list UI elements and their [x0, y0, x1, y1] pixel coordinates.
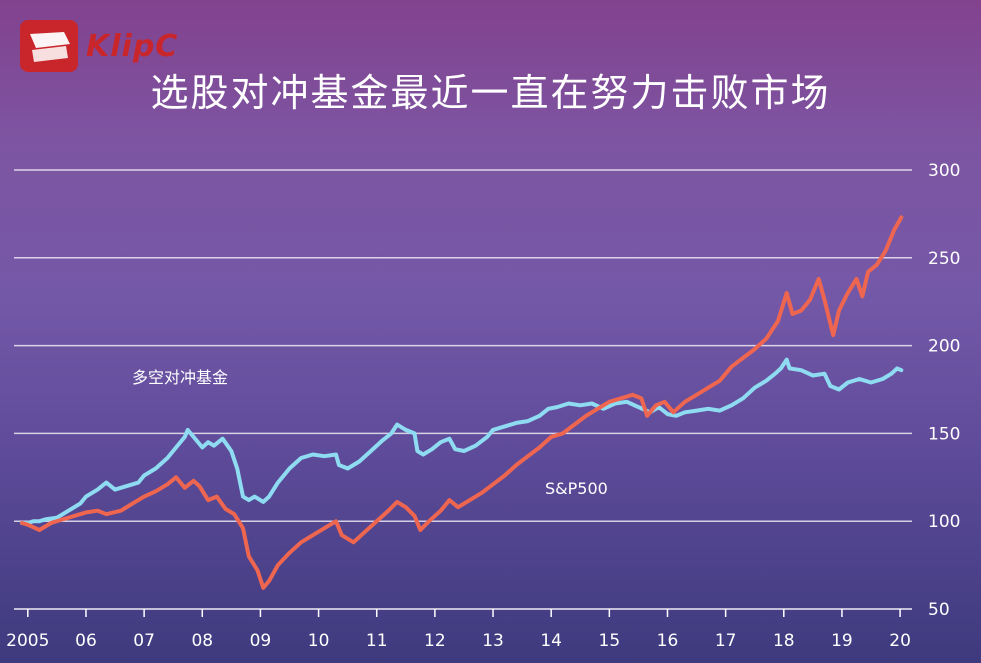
y-tick-label: 100 — [928, 512, 960, 532]
logo-text: KlipC — [86, 28, 179, 64]
x-tick-label: 20 — [889, 631, 911, 651]
series-labels: 多空对冲基金 S&P500 — [132, 368, 608, 498]
x-tick-label: 18 — [773, 631, 795, 651]
x-tick-label: 17 — [715, 631, 737, 651]
x-tick-label: 14 — [540, 631, 562, 651]
x-tick-label: 15 — [599, 631, 621, 651]
x-tick-label: 07 — [133, 631, 155, 651]
x-tick-label: 11 — [366, 631, 388, 651]
y-axis-ticks: 50 100 150 200 250 300 — [928, 161, 960, 620]
chart-title: 选股对冲基金最近一直在努力击败市场 — [150, 71, 831, 115]
x-axis-ticks: 2005 06 07 08 09 10 11 12 13 14 15 16 17 18 19 20 — [6, 609, 911, 651]
x-tick-label: 2005 — [6, 631, 49, 651]
sp500-line — [20, 215, 904, 590]
grid-lines — [14, 169, 912, 610]
hedge-series-label: 多空对冲基金 — [132, 368, 228, 387]
logo: KlipC — [20, 20, 178, 72]
x-tick-label: 08 — [191, 631, 213, 651]
x-tick-label: 10 — [308, 631, 330, 651]
y-tick-label: 150 — [928, 424, 960, 444]
sp500-series-label: S&P500 — [545, 479, 608, 498]
series-lines — [20, 215, 904, 590]
x-tick-label: 06 — [75, 631, 97, 651]
logo-mark-icon — [20, 20, 78, 72]
x-tick-label: 16 — [657, 631, 679, 651]
y-tick-label: 300 — [928, 161, 960, 181]
x-tick-label: 09 — [250, 631, 272, 651]
x-tick-label: 13 — [482, 631, 504, 651]
y-tick-label: 200 — [928, 337, 960, 357]
x-tick-label: 12 — [424, 631, 446, 651]
x-tick-label: 19 — [831, 631, 853, 651]
hedge-fund-line — [20, 357, 904, 525]
y-tick-label: 250 — [928, 249, 960, 269]
y-tick-label: 50 — [928, 600, 950, 620]
